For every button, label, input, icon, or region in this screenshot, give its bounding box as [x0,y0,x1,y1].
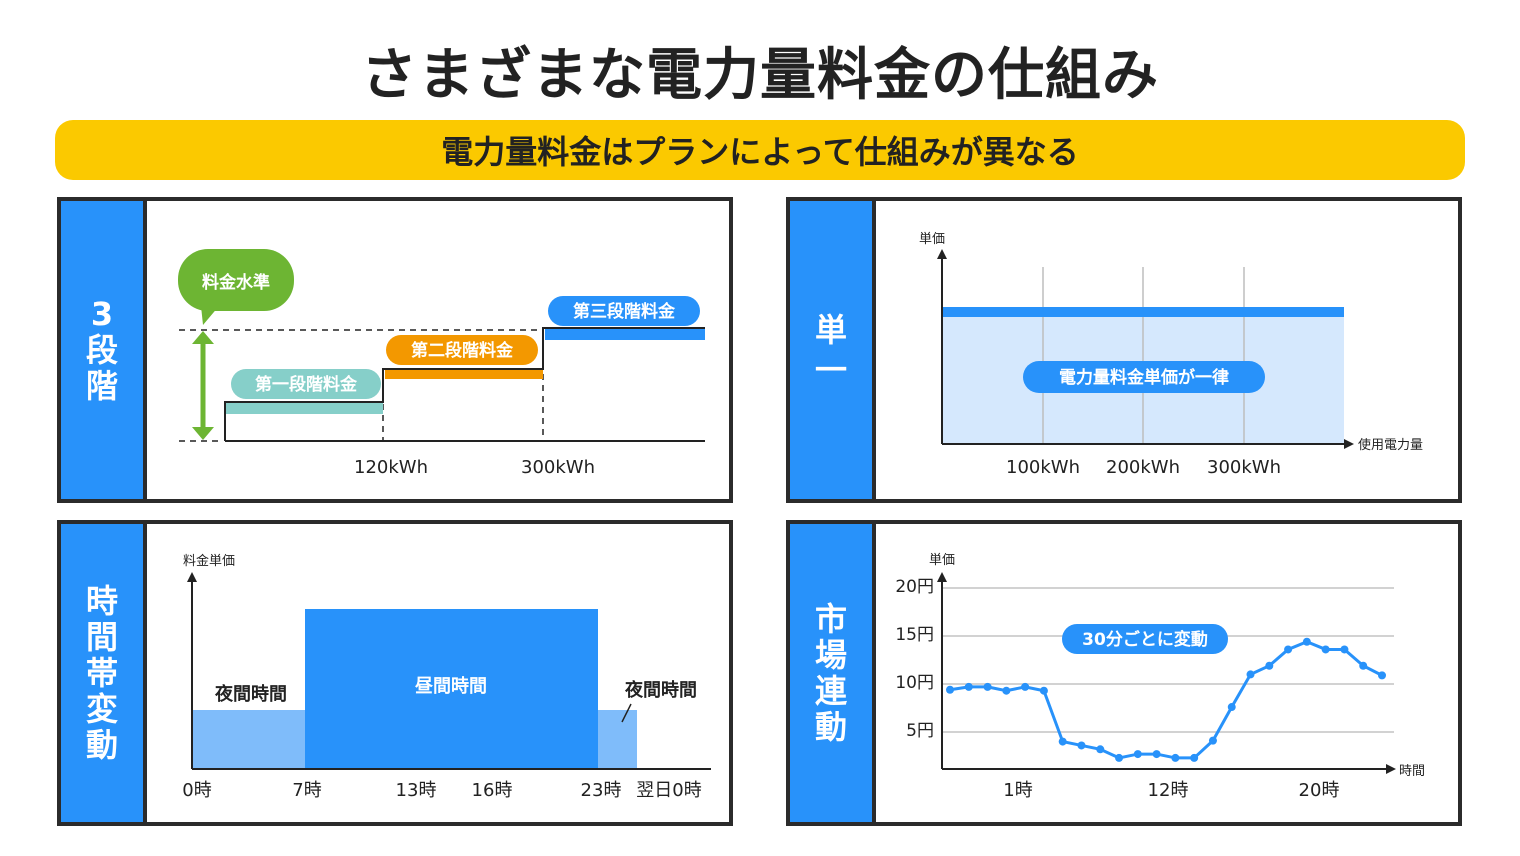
svg-text:夜間時間: 夜間時間 [214,683,287,705]
svg-text:7時: 7時 [292,780,321,801]
label-char: 変 [85,690,118,728]
svg-text:5円: 5円 [906,721,934,741]
data-point [964,682,973,691]
tier3-pill: 第三段階料金 [548,296,700,326]
label-char: 階 [85,367,118,405]
svg-text:単価: 単価 [929,552,955,568]
svg-text:100kWh: 100kWh [1006,457,1080,478]
svg-text:料金単価: 料金単価 [183,553,235,569]
svg-text:300kWh: 300kWh [521,457,595,478]
panel-label-tiered: 3 段 階 [61,201,147,499]
data-point [1077,741,1086,750]
data-point [1058,737,1067,746]
uniform-price-badge: 電力量料金単価が一律 [1023,361,1265,393]
data-point [1152,750,1161,759]
label-char: 単 [814,311,847,349]
svg-text:300kWh: 300kWh [1207,457,1281,478]
svg-text:翌日0時: 翌日0時 [636,780,701,801]
svg-text:200kWh: 200kWh [1106,457,1180,478]
svg-text:1時: 1時 [1003,780,1032,801]
panel-label-market: 市 場 連 動 [790,524,876,822]
svg-text:昼間時間: 昼間時間 [415,676,487,697]
arrow-up-icon [937,572,947,582]
data-point [983,682,992,691]
svg-text:第二段階料金: 第二段階料金 [411,340,514,361]
data-point [1190,753,1199,762]
data-point [1359,661,1368,670]
page-title: さまざまな電力量料金の仕組み [361,43,1159,108]
arrow-right-icon [1386,764,1396,774]
svg-text:30分ごとに変動: 30分ごとに変動 [1082,629,1208,650]
svg-text:電力量料金単価が一律: 電力量料金単価が一律 [1059,367,1229,388]
svg-text:第三段階料金: 第三段階料金 [573,301,676,322]
data-point [1021,682,1030,691]
svg-text:15円: 15円 [895,625,934,645]
panel-label-flat: 単 一 [790,201,876,499]
data-point [1208,736,1217,745]
data-point [1340,645,1349,654]
time-of-use-chart: 料金単価 夜間時間 昼間時間 夜間時間 0時 7時 13時 16時 23時 翌日… [182,553,711,801]
label-char: 連 [814,672,847,710]
label-char: 動 [814,708,847,746]
data-point [1284,645,1293,654]
panel-time-of-use: 時 間 帯 変 動 料金単価 夜間時間 昼間時間 夜間時間 0時 7時 13時 … [57,520,733,826]
flat-chart: 単価 使用電力量 電力量料金単価が一律 100kWh 200kWh 300kWh [919,231,1423,478]
svg-text:第一段階料金: 第一段階料金 [255,374,358,395]
panel-tiered: 3 段 階 料金水準 第一段階料金 [57,197,733,503]
svg-text:夜間時間: 夜間時間 [624,679,697,701]
svg-text:使用電力量: 使用電力量 [1358,437,1423,453]
svg-text:10円: 10円 [895,673,934,693]
data-point [946,685,954,694]
label-char: 動 [85,726,118,764]
data-point [1171,753,1180,762]
subtitle-text: 電力量料金はプランによって仕組みが異なる [441,133,1079,171]
label-char: 一 [814,351,847,389]
price-level-bubble: 料金水準 [178,249,294,325]
subtitle-banner: 電力量料金はプランによって仕組みが異なる [55,120,1465,180]
label-char: 間 [85,618,118,656]
svg-text:時間: 時間 [1399,764,1425,779]
tiered-chart: 料金水準 第一段階料金 第二段階料金 第三段階料金 120kWh 300kWh [178,249,705,478]
data-point [1265,661,1274,670]
label-char: 帯 [85,654,118,692]
svg-text:23時: 23時 [581,780,622,801]
label-char: 時 [85,582,118,620]
svg-text:料金水準: 料金水準 [202,272,270,293]
svg-text:13時: 13時 [396,780,437,801]
variation-badge: 30分ごとに変動 [1062,624,1228,654]
panel-flat: 単 一 単価 使用電力量 電力量料金単価が一律 100kWh 200kWh 30… [786,197,1462,503]
tier1-pill: 第一段階料金 [231,369,381,399]
svg-text:16時: 16時 [472,780,513,801]
data-point [1378,671,1386,680]
label-char: 3 [90,295,114,333]
label-char: 段 [85,331,118,369]
data-point [1133,750,1142,759]
data-point [1115,753,1124,762]
data-point [1321,645,1330,654]
label-char: 場 [814,636,847,674]
arrow-right-icon [1344,439,1354,449]
panel-market: 市 場 連 動 単価 時間 20円 15円 10円 5円 30分ごとに変動 1時… [786,520,1462,826]
panel-label-time-of-use: 時 間 帯 変 動 [61,524,147,822]
market-chart: 単価 時間 20円 15円 10円 5円 30分ごとに変動 1時 12時 20時 [895,552,1425,801]
label-char: 市 [814,600,847,638]
data-point [1302,637,1311,646]
tier2-pill: 第二段階料金 [386,335,538,365]
arrow-up-icon [937,249,947,259]
double-arrow-icon [192,331,214,440]
svg-text:20円: 20円 [895,577,934,597]
data-point [1096,745,1105,754]
data-point [1002,686,1011,695]
data-point [1246,670,1255,679]
arrow-up-icon [187,572,197,582]
svg-text:12時: 12時 [1148,780,1189,801]
data-point [1039,686,1048,695]
svg-text:20時: 20時 [1299,780,1340,801]
svg-text:120kWh: 120kWh [354,457,428,478]
data-point [1227,703,1236,712]
svg-text:単価: 単価 [919,231,945,247]
svg-text:0時: 0時 [182,780,211,801]
